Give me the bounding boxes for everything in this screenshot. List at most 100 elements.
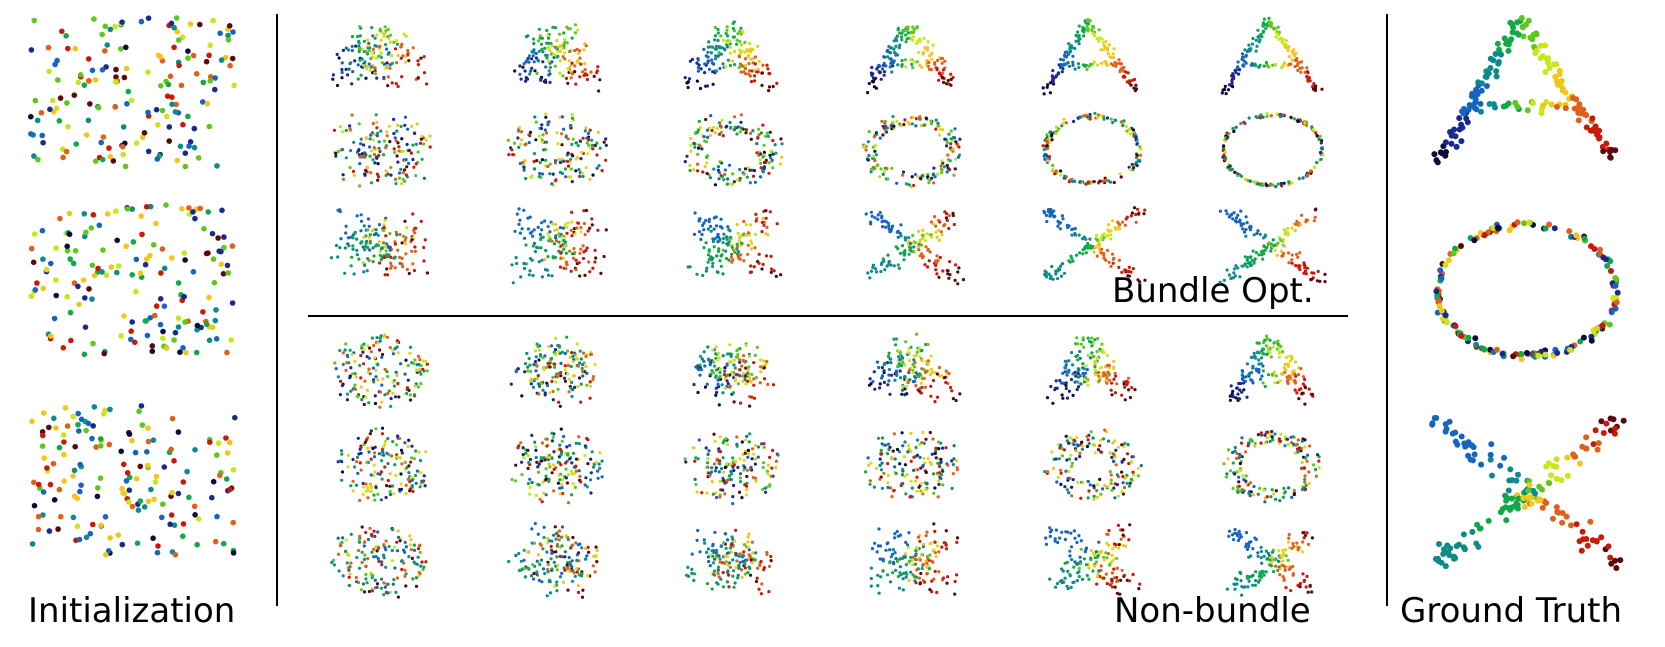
scatter-point <box>919 381 923 385</box>
scatter-point <box>888 57 892 61</box>
scatter-point <box>1323 280 1327 284</box>
scatter-point <box>550 274 554 278</box>
scatter-point <box>581 70 585 74</box>
scatter-point <box>366 38 370 42</box>
scatter-point <box>759 166 763 170</box>
scatter-point <box>757 133 761 137</box>
scatter-point <box>366 228 370 232</box>
scatter-point <box>1290 226 1294 230</box>
scatter-point <box>523 448 527 452</box>
scatter-point <box>895 230 899 234</box>
scatter-point <box>1258 232 1262 236</box>
scatter-point <box>546 33 550 37</box>
scatter-point <box>938 71 942 75</box>
scatter-point <box>526 227 530 231</box>
scatter-point <box>1127 265 1131 269</box>
scatter-point <box>591 147 595 151</box>
scatter-point <box>739 120 743 124</box>
scatter-point <box>529 369 533 373</box>
scatter-point <box>1125 215 1129 219</box>
scatter-point <box>70 514 77 521</box>
scatter-point <box>715 126 719 130</box>
scatter-point <box>731 456 735 460</box>
scatter-point <box>38 110 45 116</box>
scatter-point <box>123 478 130 484</box>
scatter-point <box>581 256 586 261</box>
scatter-point <box>1226 88 1231 92</box>
scatter-point <box>219 207 225 214</box>
scatter-point <box>1242 222 1246 226</box>
scatter-point <box>222 54 229 61</box>
scatter-point <box>1047 133 1051 137</box>
scatter-point <box>755 216 759 221</box>
scatter-point <box>167 73 174 80</box>
scatter-point <box>882 170 886 174</box>
scatter-point <box>1262 64 1266 68</box>
scatter-point <box>399 472 403 476</box>
scatter-point <box>1092 341 1096 345</box>
scatter-point <box>377 223 382 227</box>
scatter-point <box>355 214 359 218</box>
scatter-point <box>943 210 947 214</box>
scatter-point <box>98 522 104 529</box>
scatter-point <box>872 485 876 489</box>
scatter-point <box>1083 371 1088 375</box>
scatter-point <box>528 379 533 383</box>
scatter-point <box>1085 24 1089 28</box>
scatter-point <box>217 472 223 479</box>
scatter-point <box>747 49 751 53</box>
scatter-point <box>769 149 773 153</box>
scatter-point <box>54 57 60 64</box>
scatter-point <box>762 150 766 154</box>
scatter-point <box>717 447 721 451</box>
scatter-point <box>104 42 110 48</box>
scatter-point <box>1242 55 1246 59</box>
scatter-point <box>579 157 583 161</box>
scatter-point <box>918 386 922 390</box>
scatter-point <box>560 132 564 136</box>
scatter-point <box>1306 71 1310 75</box>
scatter-point <box>1233 274 1237 278</box>
scatter-point <box>919 177 923 181</box>
scatter-point <box>544 493 548 497</box>
scatter-point <box>1295 58 1299 63</box>
scatter-point <box>410 238 414 242</box>
scatter-point <box>1249 255 1253 259</box>
scatter-point <box>119 541 126 548</box>
scatter-point <box>419 219 423 223</box>
scatter-point <box>917 346 922 350</box>
scatter-point <box>935 68 939 72</box>
scatter-point <box>395 154 399 158</box>
scatter-point <box>1258 116 1262 120</box>
scatter-point <box>1090 28 1094 32</box>
scatter-point <box>419 364 423 368</box>
scatter-point <box>600 169 604 173</box>
scatter-point <box>761 466 765 470</box>
bundle-panel-r3-c3 <box>686 209 783 278</box>
scatter-point <box>1083 19 1087 23</box>
scatter-point <box>892 39 896 43</box>
scatter-point <box>1257 40 1261 44</box>
scatter-point <box>912 455 916 459</box>
scatter-point <box>912 250 916 254</box>
scatter-point <box>396 141 400 145</box>
scatter-point <box>520 130 524 134</box>
scatter-point <box>735 132 739 136</box>
scatter-point <box>1051 75 1055 80</box>
scatter-point <box>113 66 119 73</box>
scatter-point <box>941 269 945 273</box>
scatter-point <box>758 358 763 362</box>
scatter-point <box>742 219 746 224</box>
scatter-point <box>886 253 890 257</box>
scatter-point <box>1240 390 1244 394</box>
scatter-point <box>719 130 723 134</box>
scatter-point <box>561 226 565 230</box>
scatter-point <box>761 155 765 159</box>
scatter-point <box>1286 231 1290 235</box>
scatter-point <box>702 135 706 139</box>
scatter-point <box>579 400 583 404</box>
scatter-point <box>771 84 775 89</box>
scatter-point <box>565 349 570 353</box>
bundle-panel-r3-c1 <box>329 208 429 277</box>
scatter-point <box>76 536 83 543</box>
